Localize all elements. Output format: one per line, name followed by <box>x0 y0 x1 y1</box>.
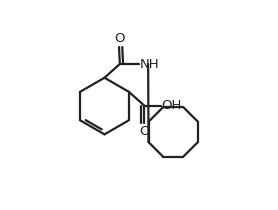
Text: NH: NH <box>140 58 160 71</box>
Text: O: O <box>139 125 150 138</box>
Text: OH: OH <box>161 99 182 112</box>
Text: O: O <box>114 32 124 45</box>
